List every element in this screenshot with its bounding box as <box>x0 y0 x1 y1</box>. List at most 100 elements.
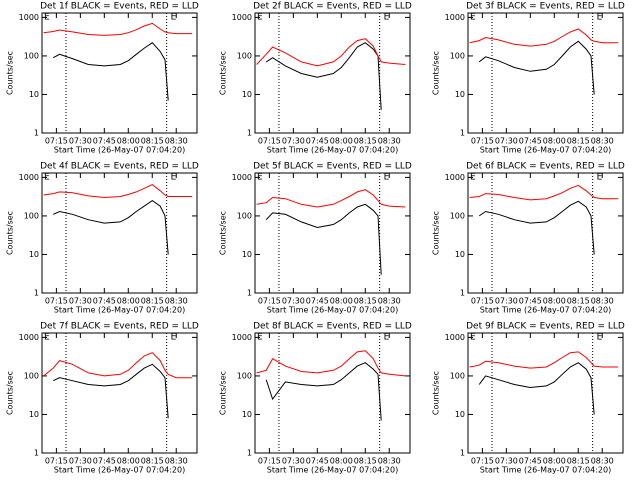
x-tick-label: 07:30 <box>282 297 305 306</box>
chart-title: Det 2f BLACK = Events, RED = LLD <box>253 2 412 12</box>
chart-title: Det 1f BLACK = Events, RED = LLD <box>40 2 199 12</box>
x-tick-label: 08:15 <box>354 137 377 146</box>
y-tick-label: 1 <box>247 129 252 138</box>
y-tick-label: 100 <box>237 51 252 60</box>
series-line <box>265 203 382 275</box>
y-tick-label: 100 <box>24 211 39 220</box>
x-tick-label: 07:15 <box>471 457 494 466</box>
x-tick-label: 07:15 <box>258 137 281 146</box>
y-tick-label: 1000 <box>445 333 465 342</box>
chart-title: Det 9f BLACK = Events, RED = LLD <box>466 322 625 332</box>
annotation: E <box>384 13 390 23</box>
x-tick-label: 08:00 <box>330 297 353 306</box>
annotation: E <box>470 173 476 183</box>
chart-title: Det 6f BLACK = Events, RED = LLD <box>466 162 625 172</box>
y-tick-label: 1 <box>34 449 39 458</box>
chart-title: Det 5f BLACK = Events, RED = LLD <box>253 162 412 172</box>
plot-frame <box>467 172 624 294</box>
y-tick-label: 1 <box>247 449 252 458</box>
annotation: E <box>597 173 603 183</box>
series-line <box>265 42 382 110</box>
x-tick-label: 07:45 <box>519 457 542 466</box>
y-tick-label: 1000 <box>19 173 39 182</box>
x-tick-label: 08:00 <box>543 297 566 306</box>
y-axis-label: Counts/sec <box>432 371 441 415</box>
y-tick-label: 10 <box>29 90 39 99</box>
x-tick-label: 07:45 <box>93 457 116 466</box>
x-tick-label: 07:45 <box>519 297 542 306</box>
series-line <box>43 22 193 36</box>
y-tick-label: 100 <box>237 211 252 220</box>
x-tick-label: 07:15 <box>45 137 68 146</box>
x-tick-label: 08:15 <box>567 137 590 146</box>
y-tick-label: 1000 <box>19 13 39 22</box>
x-tick-label: 08:00 <box>117 137 140 146</box>
series-line <box>256 38 406 67</box>
y-tick-label: 10 <box>455 410 465 419</box>
y-tick-label: 100 <box>24 371 39 380</box>
y-axis-label: Counts/sec <box>219 51 228 95</box>
x-tick-label: 07:30 <box>495 457 518 466</box>
y-tick-label: 100 <box>450 211 465 220</box>
x-axis-label: Start Time (26-May-07 07:04:20) <box>54 466 185 475</box>
annotation: E <box>470 13 476 23</box>
x-tick-label: 07:45 <box>519 137 542 146</box>
annotation: E <box>257 13 263 23</box>
x-tick-label: 07:15 <box>471 137 494 146</box>
x-tick-label: 07:15 <box>45 297 68 306</box>
x-tick-label: 07:30 <box>495 297 518 306</box>
x-tick-label: 08:30 <box>378 137 401 146</box>
x-tick-label: 08:30 <box>378 457 401 466</box>
x-tick-label: 08:00 <box>117 297 140 306</box>
x-tick-label: 07:30 <box>495 137 518 146</box>
plot-frame <box>467 332 624 454</box>
y-tick-label: 1 <box>460 449 465 458</box>
x-tick-label: 08:30 <box>165 457 188 466</box>
series-line <box>469 184 619 201</box>
plot-frame <box>467 12 624 134</box>
x-tick-label: 08:00 <box>543 457 566 466</box>
annotation: E <box>470 333 476 343</box>
x-tick-label: 07:45 <box>93 297 116 306</box>
x-tick-label: 07:45 <box>306 297 329 306</box>
y-tick-label: 1000 <box>232 13 252 22</box>
x-tick-label: 07:15 <box>258 297 281 306</box>
x-tick-label: 07:15 <box>471 297 494 306</box>
x-tick-label: 08:00 <box>117 457 140 466</box>
x-tick-label: 08:15 <box>141 297 164 306</box>
y-tick-label: 10 <box>242 410 252 419</box>
series-line <box>43 352 193 379</box>
y-axis-label: Counts/sec <box>6 371 15 415</box>
x-tick-label: 08:15 <box>354 457 377 466</box>
y-tick-label: 100 <box>450 371 465 380</box>
y-tick-label: 100 <box>24 51 39 60</box>
y-axis-label: Counts/sec <box>6 211 15 255</box>
y-tick-label: 1 <box>247 289 252 298</box>
x-tick-label: 07:30 <box>282 137 305 146</box>
x-axis-label: Start Time (26-May-07 07:04:20) <box>267 306 398 315</box>
y-tick-label: 1 <box>34 289 39 298</box>
x-axis-label: Start Time (26-May-07 07:04:20) <box>267 466 398 475</box>
x-axis-label: Start Time (26-May-07 07:04:20) <box>54 306 185 315</box>
series-line <box>52 199 169 255</box>
annotation: E <box>257 173 263 183</box>
x-axis-label: Start Time (26-May-07 07:04:20) <box>267 146 398 155</box>
series-line <box>256 350 406 377</box>
x-tick-label: 08:15 <box>141 457 164 466</box>
x-tick-label: 07:30 <box>69 137 92 146</box>
x-axis-label: Start Time (26-May-07 07:04:20) <box>480 146 611 155</box>
annotation: E <box>257 333 263 343</box>
x-tick-label: 07:45 <box>93 137 116 146</box>
series-line <box>52 42 169 101</box>
x-tick-label: 08:30 <box>378 297 401 306</box>
y-tick-label: 1000 <box>445 173 465 182</box>
y-axis-label: Counts/sec <box>6 51 15 95</box>
plot-frame <box>254 12 411 134</box>
series-line <box>478 200 595 255</box>
y-tick-label: 100 <box>450 51 465 60</box>
y-tick-label: 10 <box>242 250 252 259</box>
x-tick-label: 07:30 <box>69 457 92 466</box>
annotation: E <box>597 333 603 343</box>
